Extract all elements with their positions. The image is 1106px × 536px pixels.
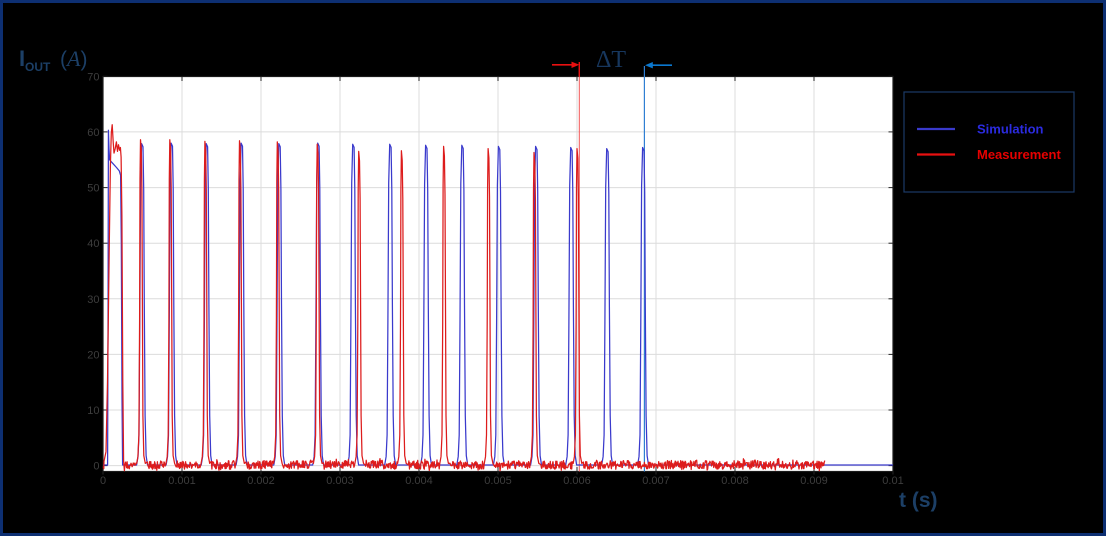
svg-text:t (s): t (s) bbox=[899, 489, 938, 512]
svg-text:I: I bbox=[19, 46, 25, 71]
svg-text:30: 30 bbox=[87, 294, 99, 306]
svg-text:0.006: 0.006 bbox=[563, 475, 591, 487]
svg-text:60: 60 bbox=[87, 127, 99, 139]
svg-text:Simulation: Simulation bbox=[977, 122, 1044, 137]
svg-text:OUT: OUT bbox=[25, 60, 51, 74]
svg-text:0.008: 0.008 bbox=[721, 475, 749, 487]
svg-text:70: 70 bbox=[87, 71, 99, 83]
svg-text:10: 10 bbox=[87, 405, 99, 417]
svg-text:20: 20 bbox=[87, 349, 99, 361]
svg-text:40: 40 bbox=[87, 238, 99, 250]
svg-text:0.001: 0.001 bbox=[168, 475, 196, 487]
svg-text:0: 0 bbox=[93, 461, 99, 473]
svg-text:0.002: 0.002 bbox=[247, 475, 275, 487]
svg-text:0.004: 0.004 bbox=[405, 475, 433, 487]
svg-text:50: 50 bbox=[87, 183, 99, 195]
svg-text:0.009: 0.009 bbox=[800, 475, 828, 487]
svg-text:Measurement: Measurement bbox=[977, 147, 1061, 162]
svg-text:0: 0 bbox=[100, 475, 106, 487]
svg-text:ΔT: ΔT bbox=[596, 47, 626, 73]
svg-text:0.01: 0.01 bbox=[882, 475, 903, 487]
svg-text:0.007: 0.007 bbox=[642, 475, 670, 487]
svg-text:(A): (A) bbox=[60, 46, 87, 71]
svg-text:0.005: 0.005 bbox=[484, 475, 512, 487]
svg-text:0.003: 0.003 bbox=[326, 475, 354, 487]
